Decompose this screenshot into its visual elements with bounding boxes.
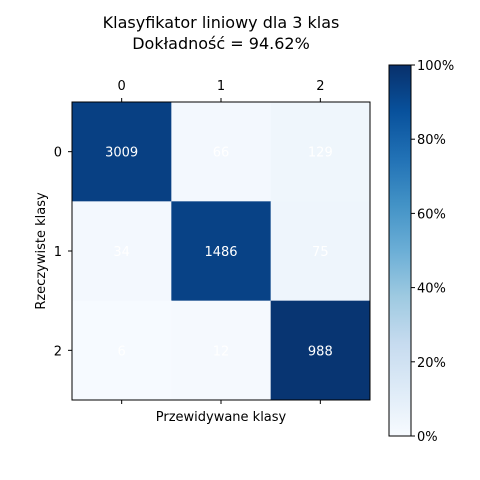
y-axis-label: Rzeczywiste klasy bbox=[34, 192, 49, 310]
matrix-cells bbox=[72, 102, 371, 401]
cell-value-0-0: 3009 bbox=[105, 146, 138, 161]
chart-subtitle: Dokładność = 94.62% bbox=[132, 34, 310, 53]
matrix-cell-1-2 bbox=[270, 201, 371, 302]
x-tick-label: 0 bbox=[118, 79, 126, 94]
colorbar-tick-label: 40% bbox=[417, 282, 446, 297]
y-tick-label: 1 bbox=[54, 245, 62, 260]
colorbar-tick-label: 80% bbox=[417, 133, 446, 148]
cell-value-1-2: 75 bbox=[312, 245, 329, 260]
colorbar-ticks: 0% 20% 40% 60% 80% 100% bbox=[411, 59, 454, 445]
cell-value-2-0: 6 bbox=[118, 344, 126, 359]
y-tick-label: 2 bbox=[54, 344, 62, 359]
matrix-cell-labels: 3009 66 129 34 1486 75 6 12 988 bbox=[105, 146, 333, 360]
cell-value-0-2: 129 bbox=[308, 146, 333, 161]
colorbar-tick-label: 0% bbox=[417, 430, 438, 445]
matrix-cell-0-1 bbox=[171, 102, 272, 202]
x-tick-label: 2 bbox=[316, 79, 324, 94]
y-tick-label: 0 bbox=[54, 146, 62, 161]
cell-value-2-2: 988 bbox=[308, 344, 333, 359]
matrix-cell-2-2 bbox=[270, 300, 371, 401]
matrix-cell-1-0 bbox=[72, 201, 172, 302]
chart-title: Klasyfikator liniowy dla 3 klas bbox=[103, 13, 340, 32]
matrix-cell-1-1 bbox=[171, 201, 272, 302]
cell-value-2-1: 12 bbox=[213, 344, 230, 359]
cell-value-0-1: 66 bbox=[213, 146, 230, 161]
colorbar bbox=[388, 64, 412, 437]
cell-value-1-0: 34 bbox=[113, 245, 130, 260]
x-axis-label: Przewidywane klasy bbox=[156, 410, 287, 425]
colorbar-tick-label: 60% bbox=[417, 207, 446, 222]
cell-value-1-1: 1486 bbox=[204, 245, 237, 260]
matrix-cell-0-0 bbox=[72, 102, 172, 202]
matrix-cell-2-0 bbox=[72, 300, 172, 401]
matrix-cell-0-2 bbox=[270, 102, 371, 202]
matrix-cell-2-1 bbox=[171, 300, 272, 401]
x-tick-label: 1 bbox=[217, 79, 225, 94]
colorbar-tick-label: 100% bbox=[417, 59, 454, 74]
colorbar-tick-label: 20% bbox=[417, 356, 446, 371]
y-axis-ticks: 0 1 2 bbox=[54, 146, 72, 359]
